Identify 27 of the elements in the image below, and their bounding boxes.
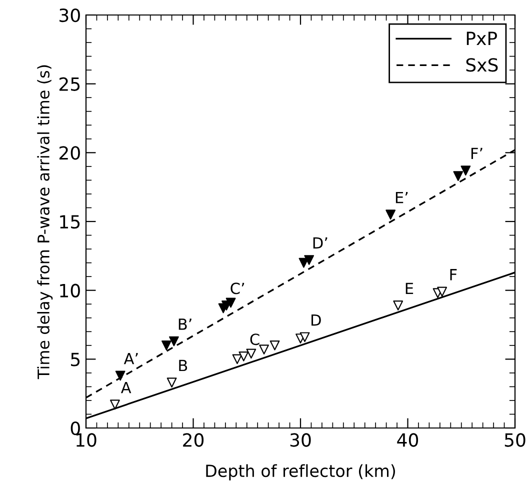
annotation: E	[406, 282, 414, 294]
annotation: F	[450, 269, 457, 280]
annotation: C	[250, 334, 260, 346]
x-tick-label: 40	[397, 433, 418, 447]
annotation: B	[179, 360, 188, 372]
y-axis-title: Time delay from P-wave arrival time (s)	[37, 65, 53, 380]
annotation: D	[312, 314, 321, 326]
y-tick-label: 0	[70, 421, 80, 436]
legend-label: PxP	[466, 32, 497, 45]
y-tick-label: 25	[59, 77, 80, 91]
annotation: D’	[313, 237, 328, 249]
legend-label: SxS	[466, 58, 498, 72]
annotation: B’	[178, 318, 192, 330]
x-axis-title: Depth of reflector (km)	[206, 464, 395, 480]
y-tick-label: 20	[59, 146, 80, 160]
annotation: A	[120, 382, 132, 394]
x-tick-label: 50	[504, 433, 526, 447]
x-tick-label: 30	[290, 433, 311, 447]
annotation: A’	[124, 353, 138, 364]
y-tick-label: 5	[71, 352, 80, 366]
annotation: E’	[396, 192, 408, 204]
annotation: C’	[230, 282, 244, 294]
y-tick-label: 15	[60, 215, 80, 229]
x-tick-label: 20	[183, 433, 204, 447]
y-tick-label: 10	[60, 284, 80, 298]
annotation: F’	[471, 148, 482, 160]
y-tick-label: 30	[60, 8, 80, 22]
